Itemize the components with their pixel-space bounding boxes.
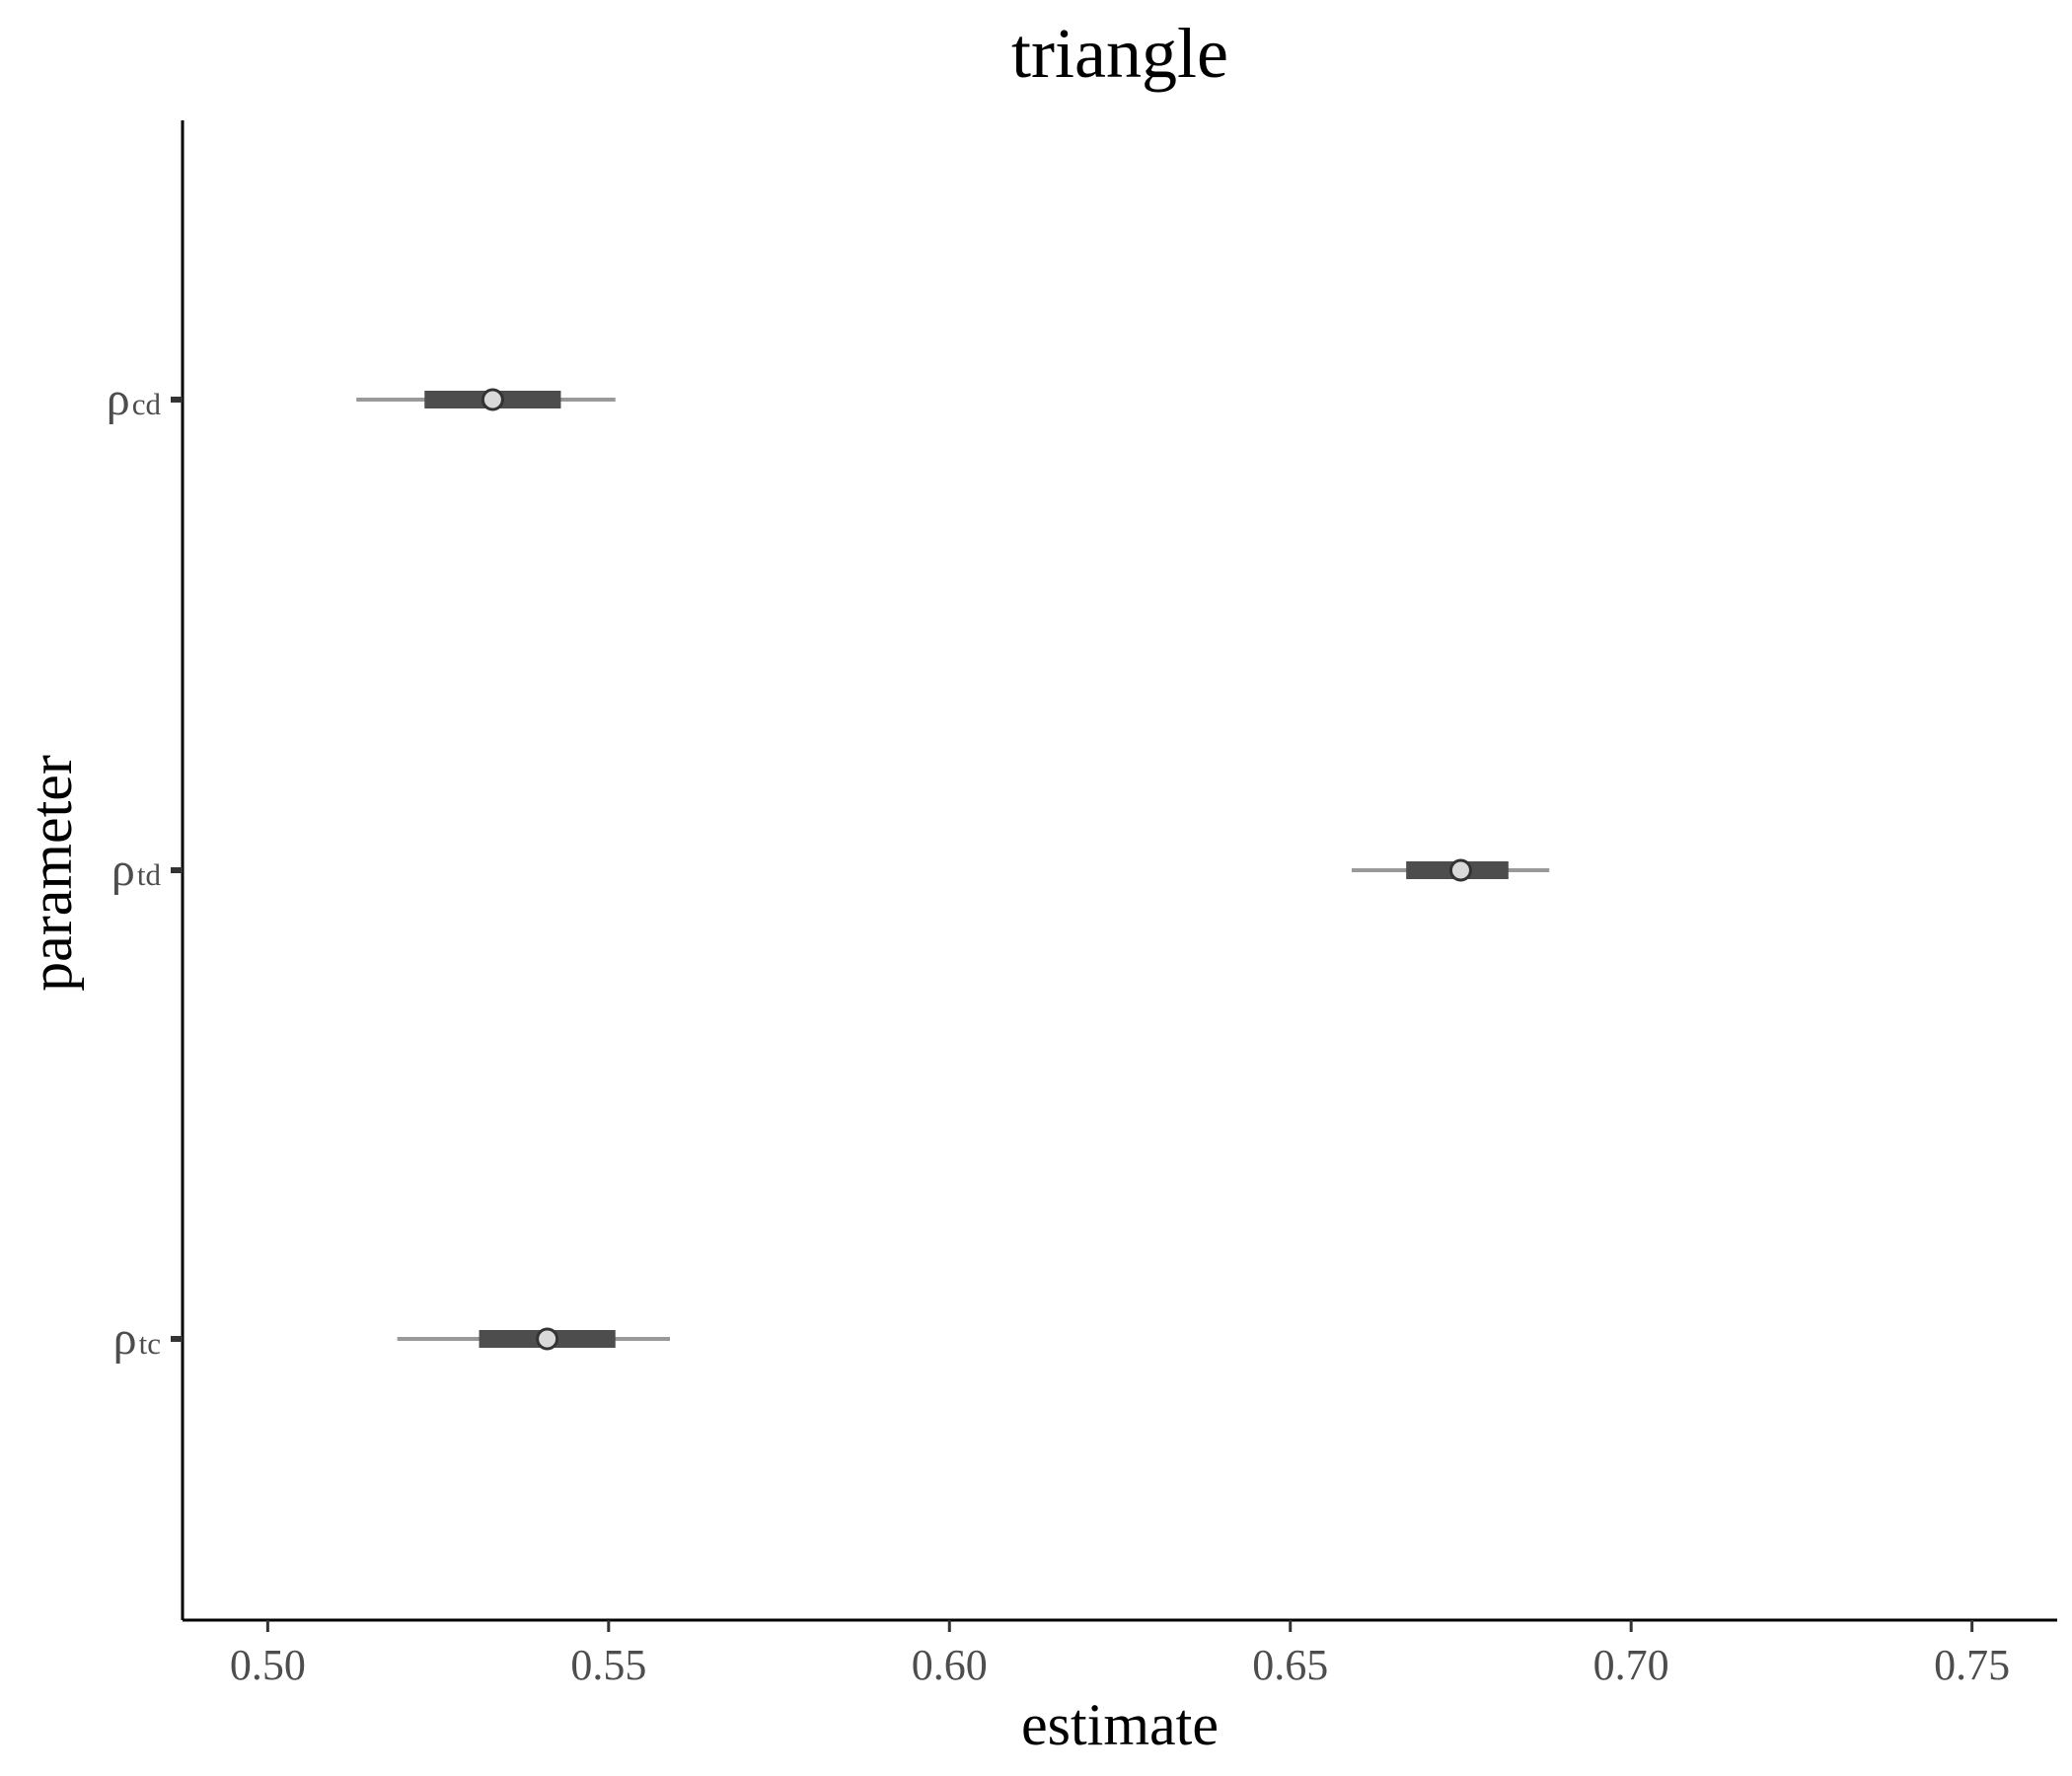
point-estimate	[481, 388, 504, 411]
y-axis-title: parameter	[19, 755, 84, 992]
point-estimate	[536, 1327, 559, 1351]
y-tick-label: ρtd	[111, 844, 162, 896]
x-tick-label: 0.55	[570, 1641, 646, 1689]
x-tick-label: 0.70	[1593, 1641, 1669, 1689]
x-tick-label: 0.60	[912, 1641, 988, 1689]
x-tick-label: 0.50	[230, 1641, 306, 1689]
y-tick-label: ρcd	[107, 373, 162, 425]
x-axis-title: estimate	[1021, 1692, 1219, 1757]
y-tick-label: ρtc	[113, 1312, 161, 1365]
x-tick-label: 0.65	[1252, 1641, 1328, 1689]
x-tick-label: 0.75	[1934, 1641, 2010, 1689]
plot-area: 0.50 0.55 0.60 0.65 0.70 0.75 ρcd ρtd ρtc	[107, 120, 2057, 1689]
chart-title: triangle	[1011, 14, 1228, 93]
point-estimate	[1448, 858, 1472, 882]
